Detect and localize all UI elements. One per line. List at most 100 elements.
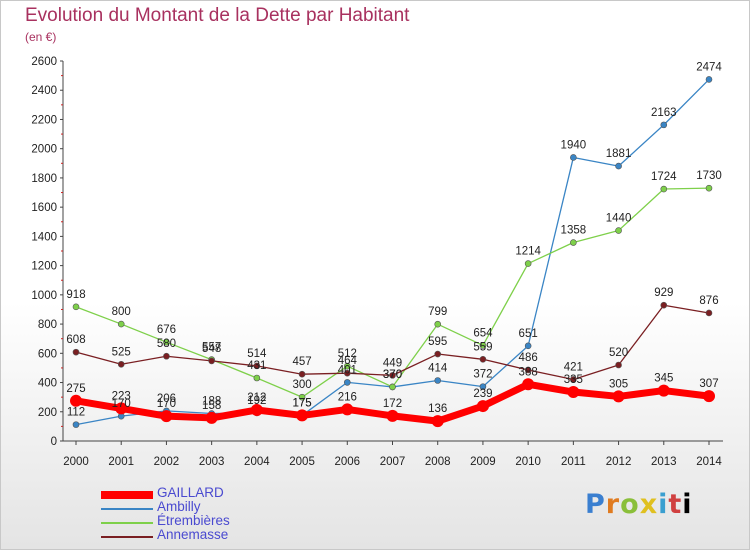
- data-label: 1730: [696, 170, 722, 182]
- data-point: [343, 379, 351, 386]
- data-label: 580: [157, 338, 176, 350]
- legend-label: Étrembières: [157, 513, 230, 528]
- data-point: [522, 378, 535, 391]
- chart-title: Evolution du Montant de la Dette par Hab…: [25, 5, 410, 26]
- x-tick-label: 2006: [334, 456, 360, 468]
- data-label: 175: [292, 397, 311, 409]
- data-label: 486: [519, 352, 538, 364]
- data-label: 335: [564, 374, 583, 386]
- y-tick-label: 1800: [31, 173, 57, 185]
- data-label: 557: [202, 342, 221, 354]
- data-point: [343, 369, 351, 377]
- data-label: 172: [383, 398, 402, 410]
- data-point: [524, 342, 532, 350]
- data-label: 136: [428, 403, 447, 415]
- chart-subtitle: (en €): [25, 30, 57, 44]
- x-tick-label: 2002: [154, 456, 180, 468]
- x-tick-label: 2010: [515, 456, 541, 468]
- x-tick-label: 2012: [606, 456, 632, 468]
- data-label: 525: [112, 346, 131, 358]
- x-tick-label: 2000: [63, 456, 89, 468]
- data-label: 595: [428, 336, 447, 348]
- data-point: [570, 239, 577, 246]
- legend-swatch: [101, 536, 153, 538]
- data-point: [72, 421, 80, 428]
- data-label: 372: [473, 369, 492, 381]
- data-point: [389, 383, 396, 391]
- data-point: [70, 394, 82, 407]
- data-label: 305: [609, 378, 628, 390]
- data-point: [389, 372, 396, 379]
- data-point: [524, 260, 532, 267]
- data-point: [250, 404, 263, 417]
- x-tick-label: 2003: [199, 456, 225, 468]
- data-label: 421: [564, 361, 583, 373]
- data-point: [615, 361, 622, 369]
- data-point: [343, 362, 351, 370]
- x-tick-label: 2009: [470, 456, 496, 468]
- data-point: [253, 374, 261, 382]
- data-label: 216: [338, 391, 357, 403]
- data-label: 654: [473, 327, 493, 339]
- data-point: [524, 366, 532, 374]
- data-point: [660, 301, 668, 309]
- data-point: [208, 357, 215, 365]
- legend-label: GAILLARD: [157, 485, 224, 500]
- data-point: [570, 376, 577, 383]
- data-label: 175: [292, 397, 311, 409]
- y-tick-label: 200: [38, 407, 57, 419]
- y-tick-label: 2600: [31, 56, 57, 68]
- y-tick-label: 400: [38, 378, 57, 390]
- data-point: [160, 410, 173, 423]
- y-tick-label: 1000: [31, 290, 57, 302]
- data-label: 414: [428, 362, 448, 374]
- data-label: 170: [112, 398, 131, 410]
- data-point: [298, 370, 306, 378]
- data-label: 212: [247, 392, 266, 404]
- data-point: [253, 362, 261, 370]
- data-label: 464: [338, 355, 358, 367]
- data-point: [612, 390, 625, 403]
- data-label: 1214: [515, 246, 541, 258]
- y-tick-label: 600: [38, 348, 57, 360]
- y-tick-label: 800: [38, 319, 57, 331]
- data-point: [117, 360, 125, 368]
- y-tick-label: 2200: [31, 114, 57, 126]
- data-label: 520: [609, 347, 628, 359]
- data-point: [163, 352, 170, 360]
- data-point: [657, 384, 670, 397]
- data-label: 300: [292, 379, 311, 391]
- data-point: [703, 390, 715, 403]
- x-tick-label: 2008: [425, 456, 451, 468]
- data-label: 370: [383, 369, 402, 381]
- data-label: 388: [519, 366, 538, 378]
- data-label: 1358: [561, 225, 587, 237]
- data-label: 876: [699, 295, 718, 307]
- data-label: 457: [292, 356, 311, 368]
- data-point: [115, 402, 128, 415]
- data-label: 345: [654, 373, 673, 385]
- data-point: [705, 184, 713, 192]
- data-label: 918: [66, 289, 85, 301]
- data-point: [72, 348, 80, 356]
- data-point: [72, 303, 80, 311]
- data-label: 112: [67, 407, 85, 419]
- data-label: 1881: [606, 148, 632, 160]
- data-label: 800: [112, 306, 131, 318]
- x-tick-label: 2001: [108, 456, 134, 468]
- data-point: [434, 320, 442, 328]
- data-label: 170: [157, 398, 176, 410]
- data-label: 206: [157, 393, 176, 405]
- data-label: 799: [428, 306, 447, 318]
- legend-label: Annemasse: [157, 527, 229, 542]
- data-label: 401: [338, 364, 357, 376]
- data-label: 548: [202, 343, 221, 355]
- data-label: 608: [66, 334, 85, 346]
- y-tick-label: 1600: [31, 202, 57, 214]
- data-point: [570, 154, 577, 161]
- data-label: 1940: [561, 139, 587, 151]
- data-label: 2163: [651, 107, 677, 119]
- data-label: 307: [699, 378, 718, 390]
- data-point: [205, 411, 218, 424]
- data-point: [431, 415, 444, 428]
